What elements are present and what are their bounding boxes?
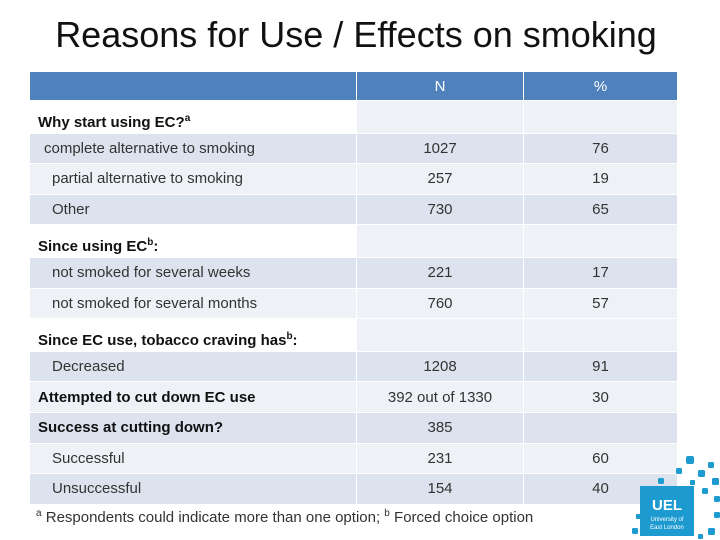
table-row: not smoked for several months 760 57 [30,288,678,320]
row-n: 730 [356,194,524,226]
row-label: Attempted to cut down EC use [30,381,357,413]
row-label: partial alternative to smoking [30,163,357,195]
table-footnote: a Respondents could indicate more than o… [36,508,534,526]
row-percent [523,412,678,444]
row-label: not smoked for several weeks [30,257,357,289]
row-percent: 91 [523,351,678,383]
header-label-cell [30,72,357,101]
section-label-why: Why start using EC?a [30,100,357,134]
row-label: Unsuccessful [30,473,357,505]
header-n: N [356,72,524,101]
row-percent: 76 [523,133,678,165]
table-row: partial alternative to smoking 257 19 [30,163,678,195]
row-n: 1027 [356,133,524,165]
row-percent: 57 [523,288,678,320]
table-header-row: N % [30,72,678,101]
row-n: 231 [356,443,524,475]
section-label-craving: Since EC use, tobacco craving hasb: [30,318,357,352]
uel-logo: UEL University of East London [632,456,720,539]
logo-text-sub2: East London [650,525,684,531]
row-n: 221 [356,257,524,289]
row-percent: 17 [523,257,678,289]
row-percent: 65 [523,194,678,226]
table-row: Successful 231 60 [30,443,678,475]
table-row: Attempted to cut down EC use 392 out of … [30,381,678,413]
table-row: Decreased 1208 91 [30,351,678,383]
row-n: 392 out of 1330 [356,381,524,413]
row-label: Decreased [30,351,357,383]
results-table: N % Why start using EC?a complete altern… [30,72,678,505]
section-row-since: Since using ECb: [30,224,678,258]
logo-text-main: UEL [652,497,682,514]
row-label: Successful [30,443,357,475]
logo-text-sub1: University of [650,517,683,523]
row-percent: 30 [523,381,678,413]
table-row: Success at cutting down? 385 [30,412,678,444]
table-row: Other 730 65 [30,194,678,226]
row-label: complete alternative to smoking [30,133,357,165]
section-row-why: Why start using EC?a [30,100,678,134]
row-n: 154 [356,473,524,505]
slide-title: Reasons for Use / Effects on smoking [55,14,657,55]
row-n: 385 [356,412,524,444]
table-row: Unsuccessful 154 40 [30,473,678,505]
row-n: 760 [356,288,524,320]
table-row: complete alternative to smoking 1027 76 [30,133,678,165]
row-label: Other [30,194,357,226]
row-label: not smoked for several months [30,288,357,320]
header-percent: % [523,72,678,101]
table-row: not smoked for several weeks 221 17 [30,257,678,289]
section-row-craving: Since EC use, tobacco craving hasb: [30,318,678,352]
row-label: Success at cutting down? [30,412,357,444]
row-n: 1208 [356,351,524,383]
row-percent: 19 [523,163,678,195]
row-percent: 60 [523,443,678,475]
section-label-since: Since using ECb: [30,224,357,258]
row-n: 257 [356,163,524,195]
